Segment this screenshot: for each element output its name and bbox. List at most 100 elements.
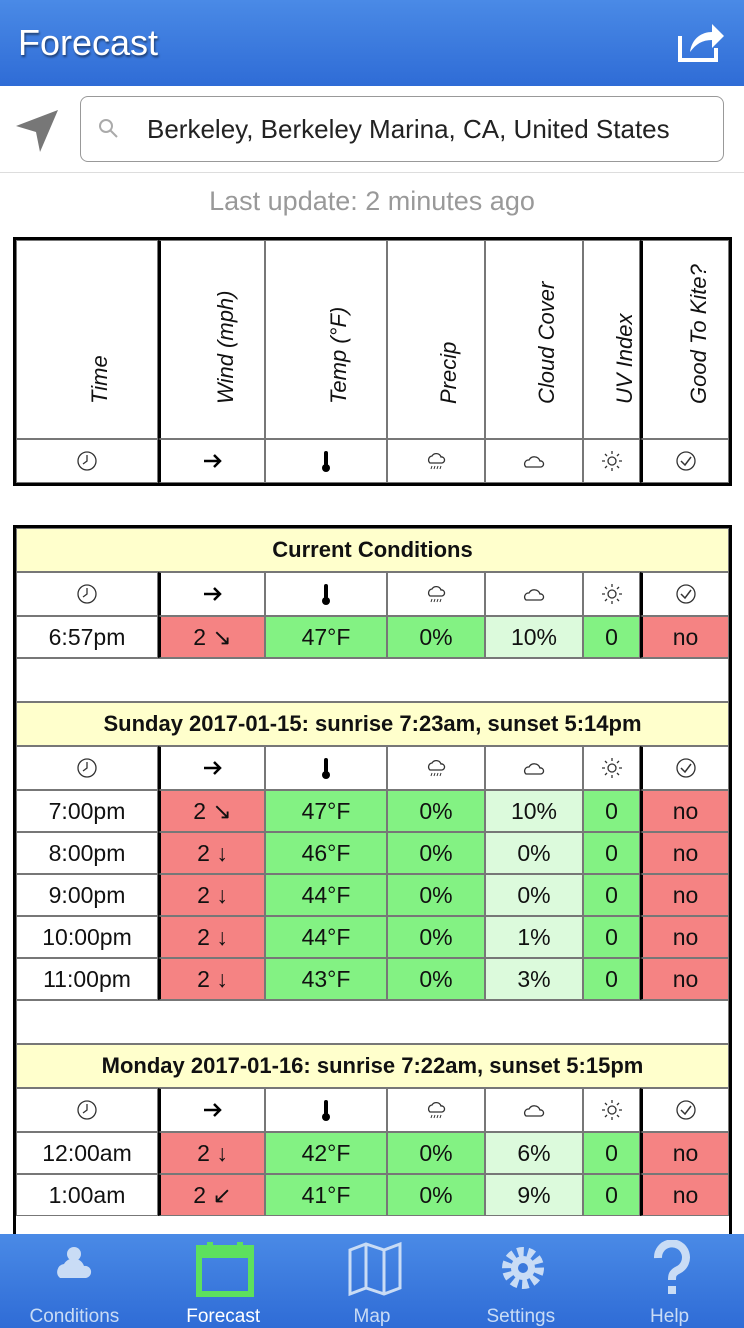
icon-cell (387, 572, 485, 616)
tab-label: Forecast (186, 1306, 261, 1327)
column-header: Wind (mph) (158, 240, 265, 439)
search-icon (99, 119, 118, 138)
icon-cell (485, 439, 583, 483)
icon-cell (640, 572, 729, 616)
tab-label: Conditions (29, 1306, 120, 1327)
search-field[interactable]: Berkeley, Berkeley Marina, CA, United St… (80, 96, 724, 162)
data-cell: 0% (387, 1132, 485, 1174)
data-cell: no (640, 958, 729, 1000)
data-cell: 6% (485, 1132, 583, 1174)
data-cell: 0% (387, 958, 485, 1000)
tab[interactable]: Map (298, 1234, 447, 1328)
location-button[interactable] (14, 108, 60, 154)
column-icon (601, 451, 622, 471)
data-cell: 2 ↘ (158, 790, 265, 832)
data-cell: 42°F (265, 1132, 387, 1174)
data-cell: 2 ↓ (158, 832, 265, 874)
icon-cell (485, 1088, 583, 1132)
icon-cell (485, 746, 583, 790)
data-cell: 9:00pm (16, 874, 158, 916)
tab-bar: Conditions Forecast Map Settings Help (0, 1234, 744, 1328)
column-icon (675, 584, 696, 604)
column-icon (427, 759, 446, 777)
data-cell: 1:00am (16, 1174, 158, 1216)
tab-label: Map (353, 1306, 391, 1327)
data-cell: 0 (583, 958, 640, 1000)
tab[interactable]: Help (595, 1234, 744, 1328)
data-cell: 0% (387, 616, 485, 658)
section-title: Monday 2017-01-16: sunrise 7:22am, sunse… (16, 1044, 729, 1088)
column-icon (601, 758, 622, 778)
data-cell: 44°F (265, 916, 387, 958)
icon-cell (158, 439, 265, 483)
column-icon (322, 1100, 330, 1121)
icon-cell (158, 746, 265, 790)
column-icon (203, 587, 222, 601)
header-table: Time Wind (mph) Temp (°F) Precip Cloud Cover… (13, 237, 732, 486)
column-title: Precip (436, 341, 461, 404)
icon-cell (485, 572, 583, 616)
column-title: Cloud Cover (534, 281, 559, 404)
icon-cell (265, 572, 387, 616)
data-cell: 2 ↙ (158, 1174, 265, 1216)
data-cell: 0% (387, 1174, 485, 1216)
icon-cell (640, 746, 729, 790)
data-cell: 46°F (265, 832, 387, 874)
data-cell: 44°F (265, 874, 387, 916)
column-icon (524, 763, 545, 775)
share-button[interactable] (676, 20, 726, 64)
data-cell: 2 ↓ (158, 958, 265, 1000)
data-cell: 2 ↓ (158, 916, 265, 958)
column-icon (77, 451, 97, 471)
data-cell: 0 (583, 832, 640, 874)
column-title: Time (87, 355, 112, 404)
tab[interactable]: Forecast (149, 1234, 298, 1328)
tab[interactable]: Conditions (0, 1234, 149, 1328)
data-cell: no (640, 790, 729, 832)
icon-cell (583, 1088, 640, 1132)
data-cell: 2 ↓ (158, 874, 265, 916)
data-cell: 2 ↘ (158, 616, 265, 658)
section-title: Current Conditions (16, 528, 729, 572)
data-cell: 0 (583, 790, 640, 832)
data-cell: 41°F (265, 1174, 387, 1216)
icon-cell (583, 572, 640, 616)
column-icon (524, 1105, 545, 1117)
icon-cell (640, 439, 729, 483)
data-cell: 0% (485, 874, 583, 916)
data-cell: 7:00pm (16, 790, 158, 832)
tab[interactable]: Settings (446, 1234, 595, 1328)
data-cell: 3% (485, 958, 583, 1000)
search-text: Berkeley, Berkeley Marina, CA, United St… (147, 114, 670, 144)
data-cell: no (640, 1174, 729, 1216)
column-icon (77, 1100, 97, 1120)
column-icon (203, 761, 222, 775)
icon-cell (583, 746, 640, 790)
icon-cell (158, 572, 265, 616)
data-cell: 0 (583, 874, 640, 916)
column-header: UV Index (583, 240, 640, 439)
tab-label: Settings (486, 1306, 556, 1327)
column-header: Temp (°F) (265, 240, 387, 439)
data-cell: no (640, 916, 729, 958)
column-icon (203, 1103, 222, 1117)
column-icon (524, 456, 545, 468)
column-title: UV Index (611, 313, 637, 405)
column-icon (601, 1100, 622, 1120)
data-cell: 0 (583, 616, 640, 658)
data-cell: 0% (387, 790, 485, 832)
column-icon (427, 452, 446, 470)
tab-icon (57, 1247, 92, 1278)
data-cell: 0% (387, 916, 485, 958)
data-cell: 0% (485, 832, 583, 874)
icon-cell (16, 746, 158, 790)
data-cell: 47°F (265, 790, 387, 832)
data-cell: 0 (583, 1132, 640, 1174)
column-header: Precip (387, 240, 485, 439)
data-cell: 0 (583, 916, 640, 958)
data-cell: 11:00pm (16, 958, 158, 1000)
nav-bar: Forecast (0, 0, 744, 86)
column-title: Temp (°F) (326, 306, 351, 404)
column-icon (524, 589, 545, 601)
